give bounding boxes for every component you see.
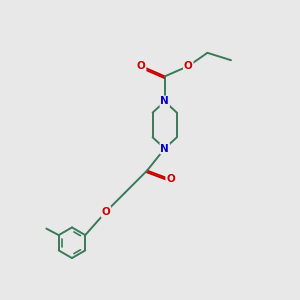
Text: N: N [160, 96, 169, 106]
Text: O: O [184, 61, 193, 71]
Text: N: N [160, 143, 169, 154]
Text: O: O [166, 174, 175, 184]
Text: O: O [101, 207, 110, 217]
Text: O: O [137, 61, 146, 71]
